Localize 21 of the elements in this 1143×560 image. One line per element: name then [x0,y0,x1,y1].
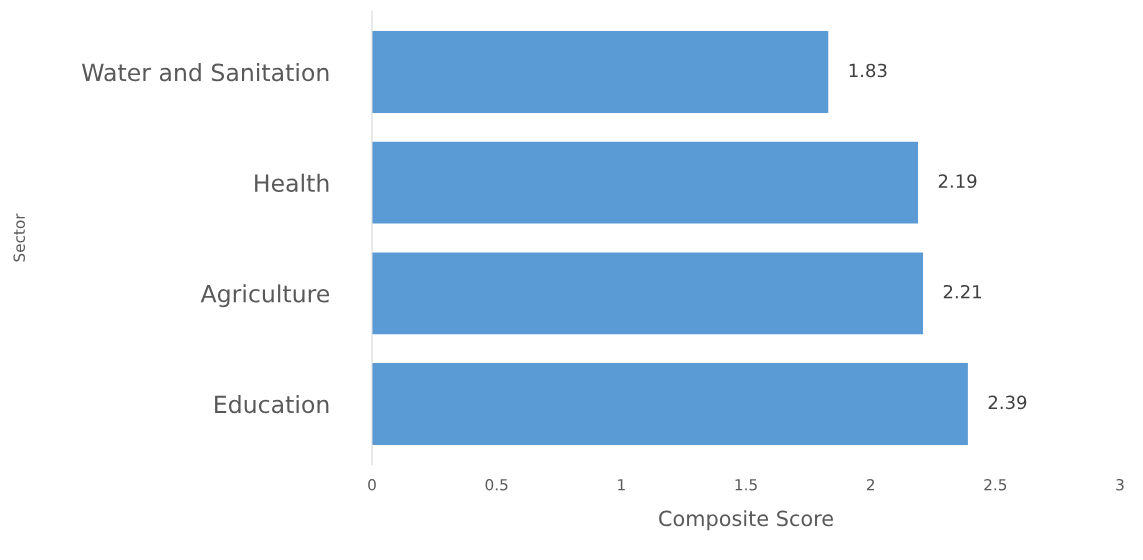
y-axis-title: Sector [13,213,26,262]
bar [372,141,919,224]
x-tick-label: 1.5 [735,479,757,491]
x-tick-label: 2 [866,478,874,491]
data-label: 2.19 [938,174,977,188]
y-tick-label: Water and Sanitation [81,63,329,82]
x-tick-label: 0.5 [485,478,508,491]
y-tick-label: Education [215,394,329,414]
y-tick-label: Agriculture [200,284,330,308]
data-label: 2.39 [988,395,1027,410]
x-tick-label: 3 [1116,478,1124,491]
x-tick-label: 2.5 [984,478,1007,491]
data-label: 1.83 [849,63,887,78]
bar [372,252,924,335]
bar [372,31,829,113]
x-tick-label: 1 [618,479,625,491]
x-axis-title: Composite Score [659,510,833,531]
bar [372,363,968,445]
data-label: 2.21 [943,284,982,299]
y-tick-label: Health [255,173,329,192]
x-tick-label: 0 [368,478,376,491]
